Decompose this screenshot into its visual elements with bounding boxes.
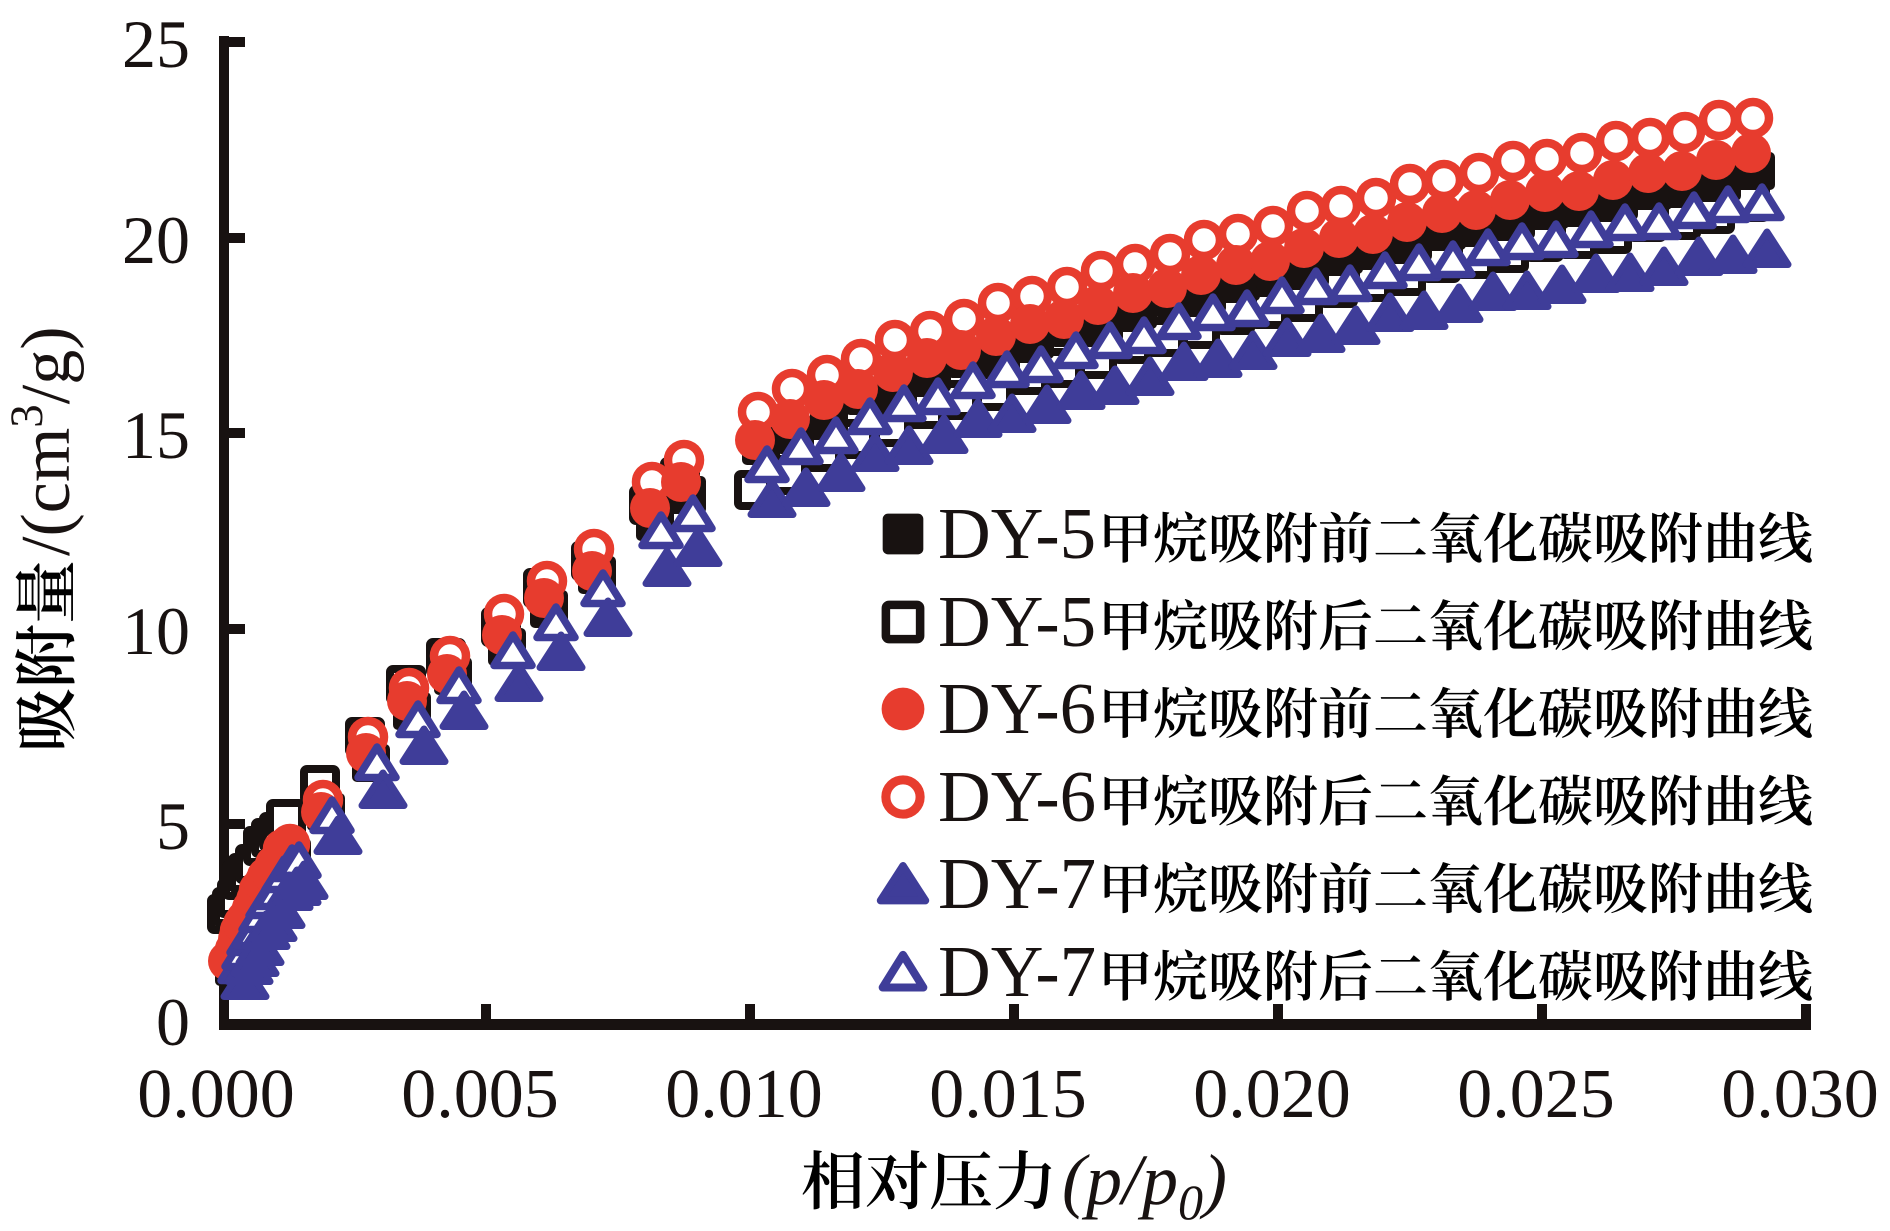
svg-text:20: 20	[122, 202, 190, 278]
svg-text:DY-7: DY-7	[938, 931, 1096, 1012]
svg-text:0: 0	[156, 984, 190, 1060]
svg-text:0.010: 0.010	[665, 1056, 823, 1133]
svg-text:DY-5: DY-5	[938, 493, 1096, 574]
svg-text:0.015: 0.015	[929, 1056, 1087, 1133]
svg-text:0.030: 0.030	[1721, 1056, 1879, 1133]
svg-text:(p/p0): (p/p0)	[1062, 1140, 1227, 1226]
svg-text:5: 5	[156, 788, 190, 864]
svg-text:DY-6: DY-6	[938, 756, 1096, 837]
svg-text:0.005: 0.005	[401, 1056, 559, 1133]
svg-text:0.025: 0.025	[1457, 1056, 1615, 1133]
svg-text:0.020: 0.020	[1193, 1056, 1351, 1133]
svg-text:DY-5: DY-5	[938, 581, 1096, 662]
svg-text:DY-6: DY-6	[938, 668, 1096, 749]
svg-text:15: 15	[122, 397, 190, 473]
svg-text:0.000: 0.000	[137, 1056, 295, 1133]
svg-text:/(cm3/g): /(cm3/g)	[1, 326, 85, 556]
svg-text:DY-7: DY-7	[938, 843, 1096, 924]
svg-text:25: 25	[122, 6, 190, 82]
svg-text:10: 10	[122, 593, 190, 669]
